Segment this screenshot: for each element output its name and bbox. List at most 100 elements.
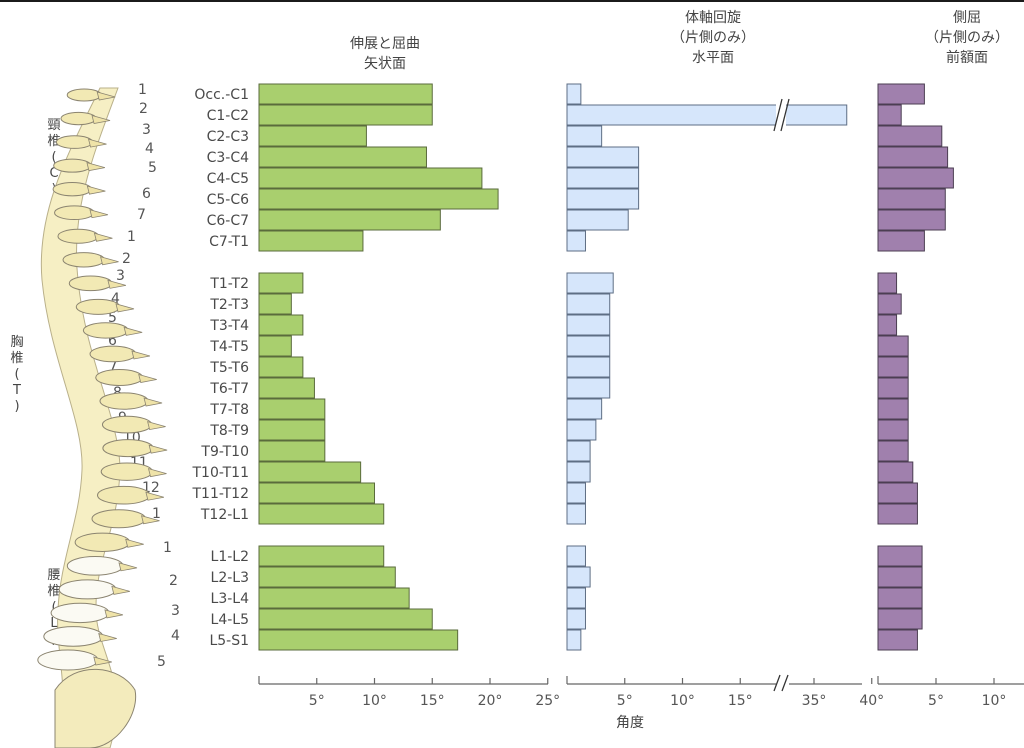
vertebra-process [125, 538, 144, 548]
bar-panel-2 [566, 545, 586, 567]
panel-title-rotation-line1: 体軸回旋 [685, 10, 741, 26]
vertebra-process [148, 444, 168, 454]
vertebra-body [62, 252, 106, 268]
row-label: T12-L1 [200, 507, 249, 523]
bar-panel-2 [566, 167, 640, 189]
bar-panel-3 [877, 167, 954, 189]
vertebra-body [37, 649, 99, 671]
row-label: T11-T12 [192, 486, 250, 502]
vertebra-process [89, 209, 109, 219]
region-lumbar-char: 椎 [47, 584, 61, 599]
x-tick-label: 5° [928, 693, 944, 709]
bar-panel-2 [566, 230, 586, 252]
bar-break-mark [773, 98, 783, 132]
x-tick-label: 5° [617, 693, 633, 709]
axis-break-mark [781, 674, 789, 692]
bar-panels [258, 83, 954, 651]
sacrum [54, 668, 137, 748]
x-tick-label: 10° [982, 693, 1007, 709]
bar-panel-2 [566, 419, 597, 441]
vertebra-process [87, 138, 107, 148]
bar-panel-1 [258, 83, 433, 105]
bar-panel-2 [566, 293, 611, 315]
vertebra-body [60, 111, 97, 126]
vertebra-process [104, 609, 124, 619]
segment-number-t: 6 [108, 333, 117, 349]
bar-panel-3 [877, 293, 902, 315]
row-label: C1-C2 [207, 108, 249, 124]
vertebra-body [91, 509, 147, 529]
bar-panel-1 [258, 188, 499, 210]
bar-panel-3 [877, 503, 918, 525]
bar-panel-3 [877, 146, 949, 168]
row-label: T9-T10 [200, 444, 249, 460]
bar-panel-3 [877, 482, 918, 504]
x-axis-title: 角度 [616, 715, 644, 731]
panel-title-sagittal: 伸展と屈曲 矢状面 [330, 34, 440, 74]
vertebra-body [68, 275, 113, 292]
vertebra-body [102, 439, 154, 458]
bar-panel-3 [877, 356, 909, 378]
vertebra-body [89, 345, 137, 363]
region-cervical-char: C [49, 166, 59, 181]
vertebra-process [140, 515, 160, 525]
panel-title-lateral-line2: （片側のみ） [925, 30, 1009, 46]
panel-title-lateral-line3: 前額面 [946, 50, 988, 66]
bar-panel-2 [566, 272, 614, 294]
vertebra-body [50, 602, 110, 624]
vertebra-process [86, 162, 106, 172]
top-border [0, 0, 1024, 2]
bar-panel-1 [258, 587, 410, 609]
row-label: C4-C5 [207, 171, 249, 187]
bar-panel-3 [877, 461, 914, 483]
vertebra-body [97, 485, 151, 505]
x-tick-label: 5° [309, 693, 325, 709]
x-tick-label: 40° [859, 693, 884, 709]
bar-panel-2 [566, 398, 603, 420]
bar-panel-2 [566, 146, 640, 168]
row-label: L1-L2 [211, 549, 249, 565]
vertebra-body [95, 369, 144, 386]
bar-panel-2 [566, 629, 582, 651]
bar-panel-2 [566, 377, 611, 399]
vertebra-body [58, 579, 117, 600]
bar-panel-3 [877, 209, 946, 231]
bar-panel-2 [566, 335, 611, 357]
bar-panel-3 [877, 188, 946, 210]
x-tick-label: 15° [728, 693, 753, 709]
region-cervical-char: 椎 [47, 134, 61, 149]
vertebra-process [145, 491, 165, 501]
segment-number-t-start: 1 [152, 506, 161, 522]
segment-number-l: 4 [171, 628, 180, 644]
segment-number-t: 1 [127, 229, 136, 245]
region-cervical-char: 頸 [47, 118, 61, 133]
vertebra-body [99, 392, 149, 410]
bar-panel-1 [258, 629, 459, 651]
region-label-thoracic: 胸 椎 ( T ) [8, 335, 26, 415]
x-tick-label: 10° [670, 693, 695, 709]
bar-panel-3 [877, 104, 902, 126]
row-label: T4-T5 [209, 339, 249, 355]
vertebra-process [107, 279, 127, 289]
row-label: T3-T4 [209, 318, 249, 334]
bar-panel-1 [258, 545, 385, 567]
bar-panel-1 [258, 482, 375, 504]
vertebra-process [143, 397, 163, 407]
bar-panel-3 [877, 314, 898, 336]
row-label: L4-L5 [211, 612, 249, 628]
bar-panel-1 [258, 314, 304, 336]
bar-panel-1 [258, 398, 326, 420]
vertebra-body [101, 415, 153, 434]
panel-title-rotation-line3: 水平面 [692, 50, 734, 66]
bar-panel-1 [258, 377, 315, 399]
region-thoracic-char: 椎 [10, 351, 24, 366]
segment-row-labels: Occ.-C1 C1-C2 C2-C3 C3-C4 C4-C5 C5-C6 C6-C7 C7-… [192, 87, 250, 649]
vertebra-process [96, 91, 116, 101]
segment-number-c: 7 [137, 207, 146, 223]
row-label: L5-S1 [209, 633, 249, 649]
bar-panel-2 [566, 440, 591, 462]
vertebra-process [138, 373, 157, 383]
x-tick-label: 25° [535, 693, 560, 709]
bar-panel-1 [258, 209, 441, 231]
